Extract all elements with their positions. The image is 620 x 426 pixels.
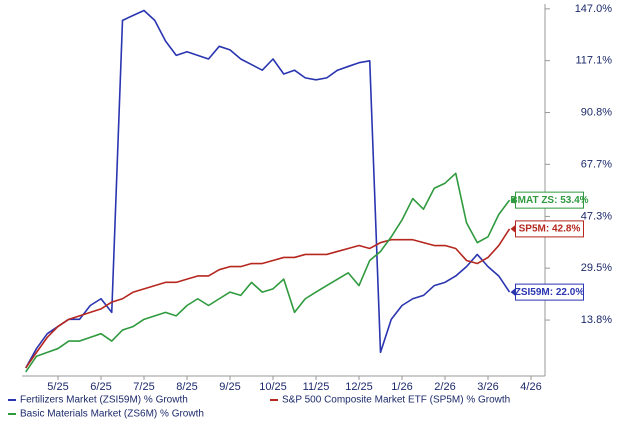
end-label: BMAT ZS: 53.4% bbox=[510, 195, 588, 206]
x-tick-label: 2/26 bbox=[434, 381, 455, 393]
y-tick-label: 117.1% bbox=[576, 55, 613, 67]
y-tick-label: 13.8% bbox=[581, 314, 612, 326]
end-label-pointer bbox=[510, 196, 516, 205]
series-line bbox=[25, 228, 511, 369]
x-tick-label: 11/25 bbox=[303, 381, 330, 393]
end-label-pointer bbox=[510, 224, 516, 233]
x-tick-label: 3/26 bbox=[477, 381, 498, 393]
end-label: SP5M: 42.8% bbox=[519, 224, 581, 235]
x-tick-label: 9/25 bbox=[219, 381, 240, 393]
y-tick-label: 29.5% bbox=[581, 262, 612, 274]
x-tick-label: 10/25 bbox=[259, 381, 287, 393]
x-tick-label: 7/25 bbox=[133, 381, 154, 393]
x-tick-label: 4/26 bbox=[520, 381, 541, 393]
legend-label: Fertilizers Market (ZSI59M) % Growth bbox=[20, 395, 188, 406]
end-label: ZSI59M: 22.0% bbox=[515, 287, 585, 298]
series-line bbox=[25, 172, 511, 373]
legend-label: Basic Materials Market (ZS6M) % Growth bbox=[20, 409, 204, 420]
y-tick-label: 67.7% bbox=[581, 158, 612, 170]
y-tick-label: 90.8% bbox=[581, 106, 612, 118]
x-tick-label: 1/26 bbox=[391, 381, 412, 393]
end-label-pointer bbox=[510, 288, 516, 297]
x-tick-label: 5/25 bbox=[47, 381, 68, 393]
x-tick-label: 8/25 bbox=[176, 381, 197, 393]
legend-label: S&P 500 Composite Market ETF (SP5M) % Gr… bbox=[282, 395, 510, 406]
x-tick-label: 6/25 bbox=[90, 381, 111, 393]
x-tick-label: 12/25 bbox=[345, 381, 373, 393]
y-tick-label: 47.3% bbox=[581, 210, 612, 222]
y-tick-label: 147.0% bbox=[575, 3, 613, 15]
